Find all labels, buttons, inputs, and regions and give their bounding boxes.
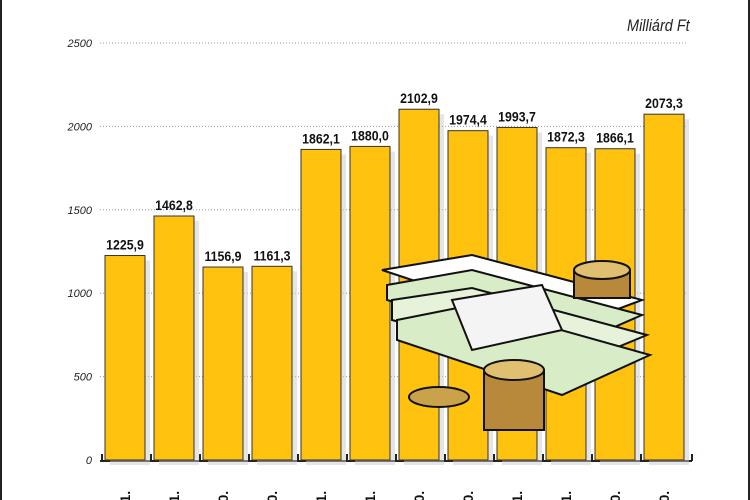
value-label: 2102,9 [400, 90, 438, 106]
unit-label: Milliárd Ft [627, 16, 690, 35]
x-tick-label: 3.31. [362, 491, 378, 500]
bar [153, 215, 195, 461]
y-tick-label: 2000 [67, 121, 93, 133]
x-tick-label: 2.31. [313, 491, 329, 500]
x-tick-label: 9.30. [460, 491, 476, 500]
bar [300, 148, 342, 461]
value-label: 1161,3 [254, 248, 291, 264]
bar [643, 113, 685, 461]
value-label: 1862,1 [302, 131, 340, 147]
bar [202, 266, 244, 461]
y-tick-label: 2500 [67, 38, 93, 50]
bar [104, 255, 146, 461]
money-illustration-icon [381, 253, 653, 431]
value-label: 1225,9 [106, 237, 144, 253]
y-tick-label: 1000 [68, 288, 93, 300]
x-tick-label: 6.30. [215, 491, 231, 500]
y-tick-label: 1500 [68, 205, 93, 217]
y-tick-label: 500 [74, 372, 93, 384]
value-label: 1156,9 [205, 248, 242, 264]
value-label: 1880,0 [351, 128, 389, 144]
value-label: 1872,3 [547, 129, 585, 145]
x-tick-label: 9.30. [264, 491, 280, 500]
value-label: 2073,3 [645, 95, 683, 111]
x-tick-label: 6.30. [411, 491, 427, 500]
x-tick-label: 3.31. [166, 491, 182, 500]
bar [349, 145, 391, 461]
x-tick-label: 2.31. [509, 491, 525, 500]
y-tick-label: 0 [86, 455, 93, 467]
x-tick-label: 9.30. [656, 491, 672, 500]
value-label: 1462,8 [155, 197, 193, 213]
value-label: 1974,4 [449, 112, 487, 128]
x-tick-label: 6.30. [607, 491, 623, 500]
x-tick-label: 3.31. [558, 491, 574, 500]
x-tick-label: 2.31. [117, 491, 133, 500]
value-label: 1993,7 [498, 109, 536, 125]
value-label: 1866,1 [596, 130, 634, 146]
bar [251, 265, 293, 461]
